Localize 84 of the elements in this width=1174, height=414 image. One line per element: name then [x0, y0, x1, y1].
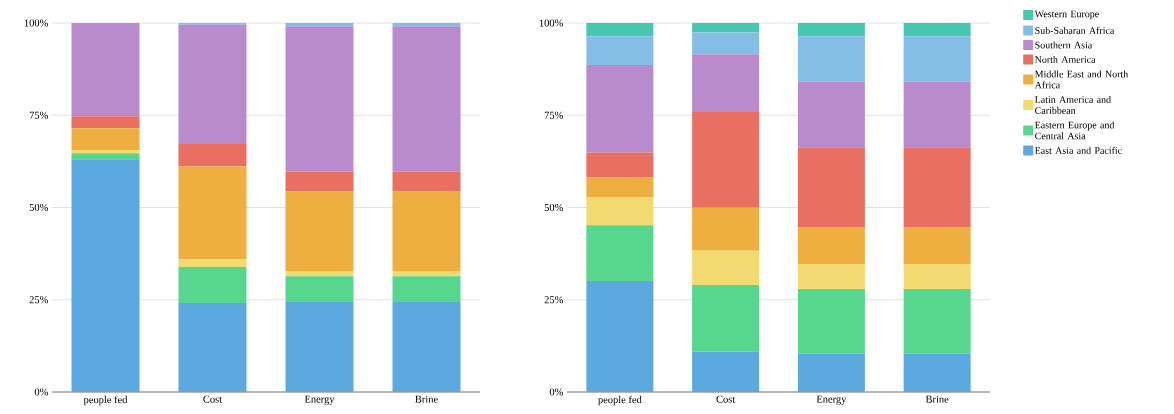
bar [692, 54, 760, 112]
legend-label: Eastern Europe and Central Asia [1034, 121, 1115, 140]
legend-label: East Asia and Pacific [1034, 146, 1122, 154]
bar [692, 111, 760, 208]
bar [392, 276, 461, 302]
bar [692, 32, 760, 55]
x-tick-label: Cost [203, 395, 223, 403]
x-tick-label: Energy [816, 395, 847, 405]
legend-label: Middle East and North Africa [1034, 70, 1129, 89]
bar [903, 227, 971, 264]
bar [797, 353, 865, 392]
bar [285, 191, 354, 271]
bar [903, 263, 971, 290]
bar [285, 270, 354, 277]
x-tick-label: people fed [83, 395, 128, 406]
bar [71, 153, 140, 160]
bar [285, 23, 354, 27]
y-tick-label: 100% [539, 19, 563, 27]
bar [285, 26, 354, 172]
y-tick-label: 50% [29, 203, 48, 212]
x-tick-label: Brine [925, 395, 949, 403]
bar [178, 24, 247, 145]
y-tick-label: 100% [24, 19, 48, 27]
bar [586, 197, 654, 226]
bar [797, 289, 865, 354]
bar [903, 353, 971, 392]
bar [692, 207, 760, 251]
bar [586, 152, 654, 178]
bar [586, 177, 654, 198]
y-tick-label: 0% [34, 388, 48, 396]
bar [797, 36, 865, 82]
y-tick-label: 25% [544, 296, 563, 304]
bar [903, 147, 971, 228]
bar [586, 23, 654, 37]
bar [392, 301, 461, 392]
legend-label: Southern Asia [1035, 41, 1093, 49]
bar [71, 149, 140, 154]
bar [178, 303, 247, 392]
bar [586, 36, 654, 66]
bar [903, 81, 971, 148]
bar [392, 26, 461, 172]
bar [692, 250, 760, 285]
bar [692, 23, 760, 33]
bar [903, 36, 971, 82]
bar [285, 171, 354, 192]
y-tick-label: 25% [29, 296, 48, 304]
y-tick-label: 50% [544, 203, 563, 212]
bar [797, 227, 865, 264]
y-tick-label: 75% [544, 111, 563, 119]
bar [392, 23, 461, 27]
bar [71, 23, 140, 117]
bar [692, 351, 760, 392]
x-tick-label: people fed [598, 395, 642, 406]
y-tick-label: 0% [549, 388, 563, 396]
bar [797, 81, 865, 148]
bar [797, 23, 865, 37]
bar [71, 128, 140, 150]
x-tick-label: Brine [415, 395, 438, 403]
bar [392, 171, 461, 192]
bar [178, 166, 247, 260]
bar [285, 276, 354, 302]
legend-label: Latin America and Caribbean [1034, 95, 1111, 114]
bar [392, 270, 461, 277]
bar [797, 147, 865, 228]
bar [178, 266, 247, 304]
bar [903, 23, 971, 37]
bar [71, 159, 140, 392]
bar [285, 301, 354, 392]
y-tick-label: 75% [29, 111, 48, 119]
bar [586, 65, 654, 153]
bar [178, 144, 247, 167]
bar [692, 284, 760, 352]
bar [586, 225, 654, 281]
legend-label: Western Europe [1034, 10, 1099, 20]
bar [71, 116, 140, 129]
bar [903, 289, 971, 354]
bar [797, 263, 865, 290]
x-tick-label: Cost [716, 395, 736, 403]
bar [586, 280, 654, 392]
legend-label: North America [1034, 55, 1096, 63]
bar [178, 259, 247, 267]
legend-label: Sub-Saharan Africa [1035, 26, 1115, 34]
x-tick-label: Energy [304, 395, 335, 405]
bar [392, 191, 461, 271]
